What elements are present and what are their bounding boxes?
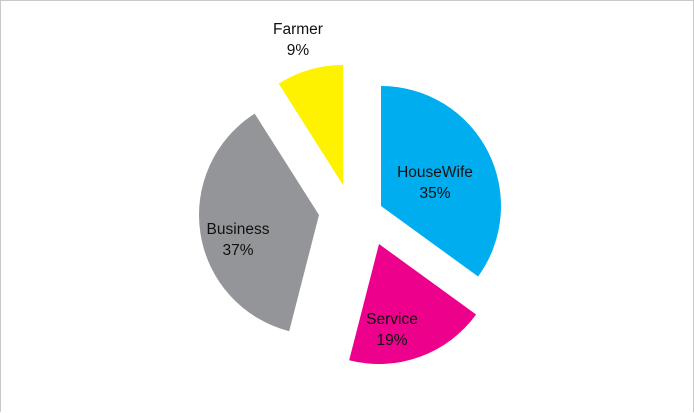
pie-slice-service xyxy=(349,244,477,364)
slice-name-farmer: Farmer xyxy=(273,21,323,38)
slice-label-farmer: Farmer 9% xyxy=(273,21,323,59)
slice-name-service: Service xyxy=(366,311,418,328)
pie-slice-housewife xyxy=(381,86,501,277)
slice-name-housewife: HouseWife xyxy=(397,164,473,181)
slice-percent-business: 37% xyxy=(222,242,253,259)
pie-slice-farmer xyxy=(278,65,343,185)
slice-percent-service: 19% xyxy=(376,332,407,349)
slice-percent-farmer: 9% xyxy=(287,42,310,59)
slice-label-service: Service 19% xyxy=(366,311,418,349)
slice-percent-housewife: 35% xyxy=(419,185,450,202)
slice-label-housewife: HouseWife 35% xyxy=(397,164,473,202)
pie-slice-business xyxy=(198,113,319,332)
slice-label-business: Business 37% xyxy=(207,221,270,259)
slice-name-business: Business xyxy=(207,221,270,238)
